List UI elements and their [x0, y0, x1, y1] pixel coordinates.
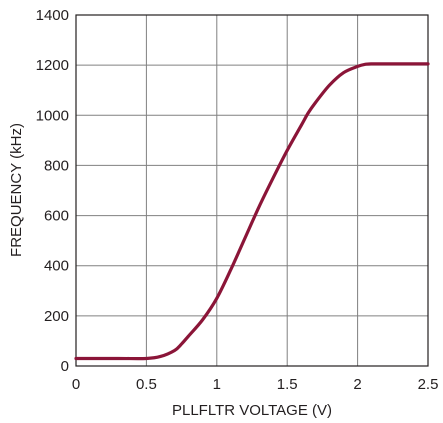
x-tick-label: 1	[213, 376, 221, 393]
y-tick-label: 1000	[36, 107, 69, 124]
y-tick-label: 600	[44, 208, 69, 225]
x-tick-labels: 0 0.5 1 1.5 2 2.5	[72, 376, 439, 393]
x-tick-label: 2	[353, 376, 361, 393]
grid-lines	[76, 15, 428, 366]
y-axis-title: FREQUENCY (kHz)	[8, 123, 25, 257]
y-tick-labels: 0 200 400 600 800 1000 1200 1400	[36, 7, 69, 375]
x-tick-label: 0	[72, 376, 80, 393]
y-tick-label: 0	[61, 358, 69, 375]
curve-layer	[74, 62, 430, 361]
frequency-curve	[74, 62, 430, 361]
x-axis-title: PLLFLTR VOLTAGE (V)	[172, 402, 332, 419]
x-tick-label: 1.5	[277, 376, 298, 393]
plot-frame	[75, 14, 429, 367]
y-tick-label: 400	[44, 258, 69, 275]
x-tick-label: 2.5	[418, 376, 439, 393]
y-tick-label: 800	[44, 157, 69, 174]
y-tick-label: 1400	[36, 7, 69, 24]
y-tick-label: 1200	[36, 57, 69, 74]
x-tick-label: 0.5	[136, 376, 157, 393]
y-tick-label: 200	[44, 308, 69, 325]
